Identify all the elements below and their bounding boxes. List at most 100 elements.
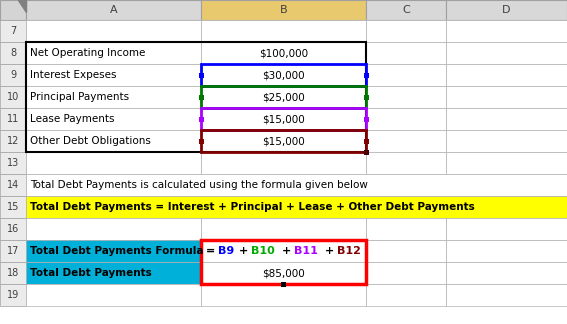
Text: D: D: [502, 5, 511, 15]
Bar: [26, 86, 201, 108]
Bar: [366, 218, 446, 240]
Text: Total Debt Payments Formula: Total Debt Payments Formula: [30, 246, 204, 256]
Bar: [198, 95, 204, 99]
Bar: [0, 86, 26, 108]
Text: Other Debt Obligations: Other Debt Obligations: [30, 136, 151, 146]
Bar: [366, 240, 446, 262]
Bar: [446, 174, 567, 196]
Bar: [363, 73, 369, 77]
Bar: [201, 20, 366, 42]
Text: $30,000: $30,000: [262, 70, 305, 80]
Text: 7: 7: [10, 26, 16, 36]
Bar: [0, 108, 26, 130]
Bar: [446, 130, 567, 152]
Text: 19: 19: [7, 290, 19, 300]
Bar: [26, 152, 201, 174]
Text: =: =: [206, 246, 215, 256]
Bar: [26, 108, 201, 130]
Bar: [366, 284, 446, 306]
Text: Principal Payments: Principal Payments: [30, 92, 129, 102]
Bar: [201, 64, 366, 86]
Bar: [198, 73, 204, 77]
Bar: [26, 130, 201, 152]
Text: $25,000: $25,000: [262, 92, 305, 102]
Text: $15,000: $15,000: [262, 136, 305, 146]
Bar: [198, 138, 204, 144]
Bar: [446, 262, 567, 284]
Bar: [0, 262, 26, 284]
Bar: [26, 174, 567, 196]
Bar: [201, 108, 366, 130]
Bar: [446, 0, 567, 20]
Bar: [366, 64, 446, 86]
Bar: [0, 42, 26, 64]
Bar: [0, 196, 26, 218]
Bar: [198, 117, 204, 122]
Bar: [446, 196, 567, 218]
Text: C: C: [402, 5, 410, 15]
Bar: [26, 284, 201, 306]
Bar: [363, 95, 369, 99]
Text: +: +: [325, 246, 334, 256]
Text: A: A: [109, 5, 117, 15]
Bar: [26, 0, 201, 20]
Bar: [201, 108, 366, 130]
Text: 10: 10: [7, 92, 19, 102]
Bar: [201, 86, 366, 108]
Bar: [26, 42, 366, 152]
Text: $15,000: $15,000: [262, 114, 305, 124]
Bar: [201, 64, 366, 86]
Bar: [201, 42, 366, 64]
Bar: [363, 138, 369, 144]
Bar: [366, 152, 446, 174]
Bar: [201, 240, 366, 284]
Bar: [201, 130, 366, 152]
Bar: [26, 42, 201, 64]
Text: $100,000: $100,000: [259, 48, 308, 58]
Bar: [201, 262, 366, 284]
Bar: [363, 149, 369, 155]
Bar: [26, 218, 201, 240]
Text: B12: B12: [337, 246, 361, 256]
Text: B10: B10: [251, 246, 275, 256]
Bar: [201, 0, 366, 20]
Text: Lease Payments: Lease Payments: [30, 114, 115, 124]
Bar: [0, 64, 26, 86]
Bar: [0, 284, 26, 306]
Polygon shape: [18, 0, 26, 12]
Bar: [201, 130, 366, 152]
Bar: [446, 86, 567, 108]
Bar: [366, 20, 446, 42]
Bar: [0, 152, 26, 174]
Text: 11: 11: [7, 114, 19, 124]
Text: B: B: [280, 5, 287, 15]
Bar: [201, 240, 366, 262]
Bar: [446, 108, 567, 130]
Bar: [201, 86, 366, 108]
Bar: [366, 196, 446, 218]
Bar: [446, 284, 567, 306]
Text: +: +: [239, 246, 248, 256]
Bar: [0, 20, 26, 42]
Text: 8: 8: [10, 48, 16, 58]
Bar: [366, 262, 446, 284]
Bar: [201, 284, 366, 306]
Bar: [0, 0, 26, 20]
Text: 14: 14: [7, 180, 19, 190]
Bar: [363, 117, 369, 122]
Text: Total Debt Payments = Interest + Principal + Lease + Other Debt Payments: Total Debt Payments = Interest + Princip…: [30, 202, 475, 212]
Text: 13: 13: [7, 158, 19, 168]
Text: Total Debt Payments is calculated using the formula given below: Total Debt Payments is calculated using …: [30, 180, 368, 190]
Text: Total Debt Payments: Total Debt Payments: [30, 268, 152, 278]
Bar: [366, 42, 446, 64]
Bar: [446, 152, 567, 174]
Bar: [26, 262, 201, 284]
Bar: [26, 64, 201, 86]
Text: $85,000: $85,000: [262, 268, 305, 278]
Bar: [26, 20, 201, 42]
Bar: [446, 64, 567, 86]
Text: +: +: [282, 246, 291, 256]
Text: B11: B11: [294, 246, 318, 256]
Bar: [366, 108, 446, 130]
Text: 15: 15: [7, 202, 19, 212]
